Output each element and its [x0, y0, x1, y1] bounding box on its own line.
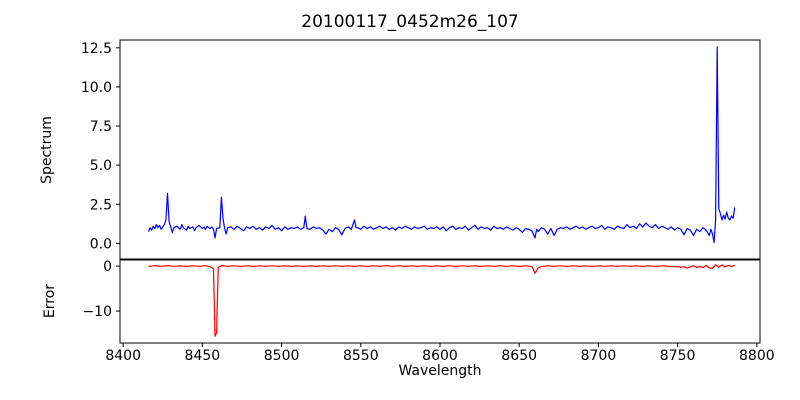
spectrum-y-tick-label: 7.5	[90, 119, 112, 135]
x-tick-label: 8500	[264, 348, 300, 364]
x-tick-label: 8800	[739, 348, 775, 364]
spectrum-y-tick-label: 12.5	[81, 41, 112, 57]
x-axis-label: Wavelength	[398, 363, 482, 379]
spectrum-y-tick-label: 2.5	[90, 197, 112, 213]
x-tick-label: 8750	[660, 348, 696, 364]
spectrum-y-tick-label: 10.0	[81, 80, 112, 96]
error-axes-frame	[119, 259, 761, 344]
spectrum-axes-frame	[119, 39, 761, 260]
x-tick-label: 8400	[105, 348, 141, 364]
error-y-tick-label: −10	[82, 304, 112, 320]
spectrum-y-tick-label: 0.0	[90, 236, 112, 252]
x-tick-label: 8600	[422, 348, 458, 364]
spectrum-y-tick-label: 5.0	[90, 158, 112, 174]
chart-title: 20100117_0452m26_107	[301, 12, 519, 32]
x-tick-label: 8450	[185, 348, 221, 364]
x-tick-label: 8650	[501, 348, 537, 364]
error-y-tick-label: 0	[103, 259, 112, 275]
spectrum-line	[147, 46, 736, 244]
x-tick-label: 8700	[581, 348, 617, 364]
x-tick-label: 8550	[343, 348, 379, 364]
error-line	[148, 264, 735, 337]
